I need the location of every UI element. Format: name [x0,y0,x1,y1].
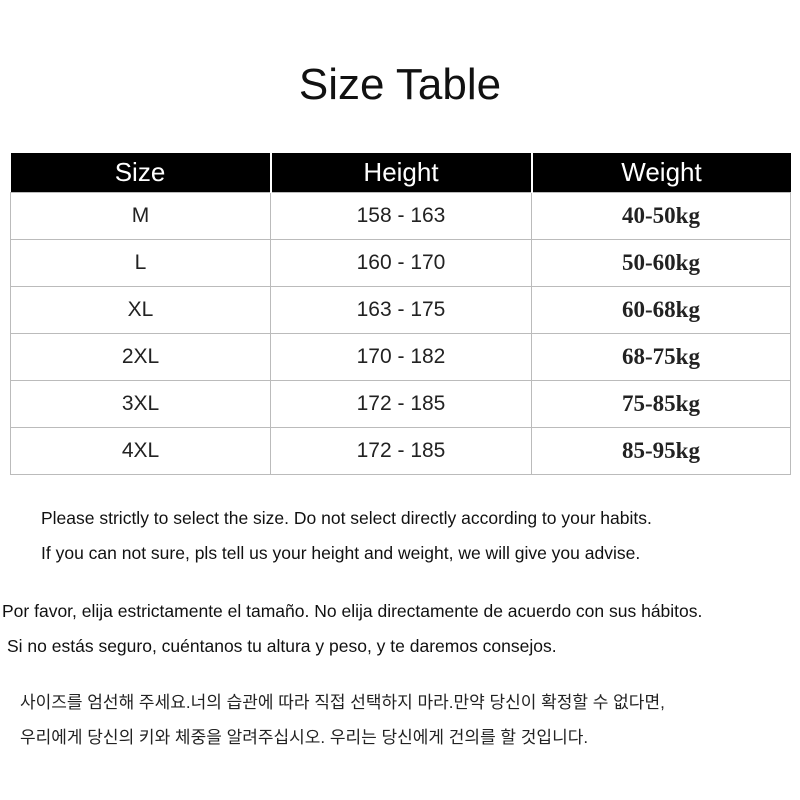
table-cell: 85-95kg [531,427,791,475]
note: 우리에게 당신의 키와 체중을 알려주십시오. 우리는 당신에게 건의를 할 것… [20,728,589,747]
note: Si no estás seguro, cuéntanos tu altura … [7,636,557,656]
table-cell: 170 - 182 [270,333,532,381]
table-row: 3XL 172 - 185 75-85kg [10,380,791,428]
note: Por favor, elija estrictamente el tamaño… [2,601,703,621]
table-body: M 158 - 163 40-50kg L 160 - 170 50-60kg XL 163 … [10,192,791,475]
header-row: Size Height Weight [10,153,791,193]
table-cell: L [10,239,271,287]
table-cell: 40-50kg [531,192,791,240]
note: Please strictly to select the size. Do n… [41,508,652,528]
column-header: Size [10,153,271,193]
column-header: Weight [530,153,791,193]
table-row: 2XL 170 - 182 68-75kg [10,333,791,381]
table-cell: 158 - 163 [270,192,532,240]
table-row: 4XL 172 - 185 85-95kg [10,427,791,475]
table-cell: 163 - 175 [270,286,532,334]
note: 사이즈를 엄선해 주세요.너의 습관에 따라 직접 선택하지 마라.만약 당신이… [20,693,665,712]
table-cell: 172 - 185 [270,380,532,428]
table-cell: XL [10,286,271,334]
table-cell: 50-60kg [531,239,791,287]
table-cell: 75-85kg [531,380,791,428]
table-cell: 4XL [10,427,271,475]
table-row: XL 163 - 175 60-68kg [10,286,791,334]
table-cell: M [10,192,271,240]
table-row: L 160 - 170 50-60kg [10,239,791,287]
table-cell: 60-68kg [531,286,791,334]
size-table: Size Height Weight M 158 - 163 40-50kg L 160 -… [10,153,791,475]
table-cell: 172 - 185 [270,427,532,475]
table-cell: 68-75kg [531,333,791,381]
column-header: Height [269,153,532,193]
table-row: M 158 - 163 40-50kg [10,192,791,240]
table-cell: 3XL [10,380,271,428]
table-cell: 160 - 170 [270,239,532,287]
table-cell: 2XL [10,333,271,381]
note: If you can not sure, pls tell us your he… [41,543,641,563]
title: Size Table [298,60,502,109]
